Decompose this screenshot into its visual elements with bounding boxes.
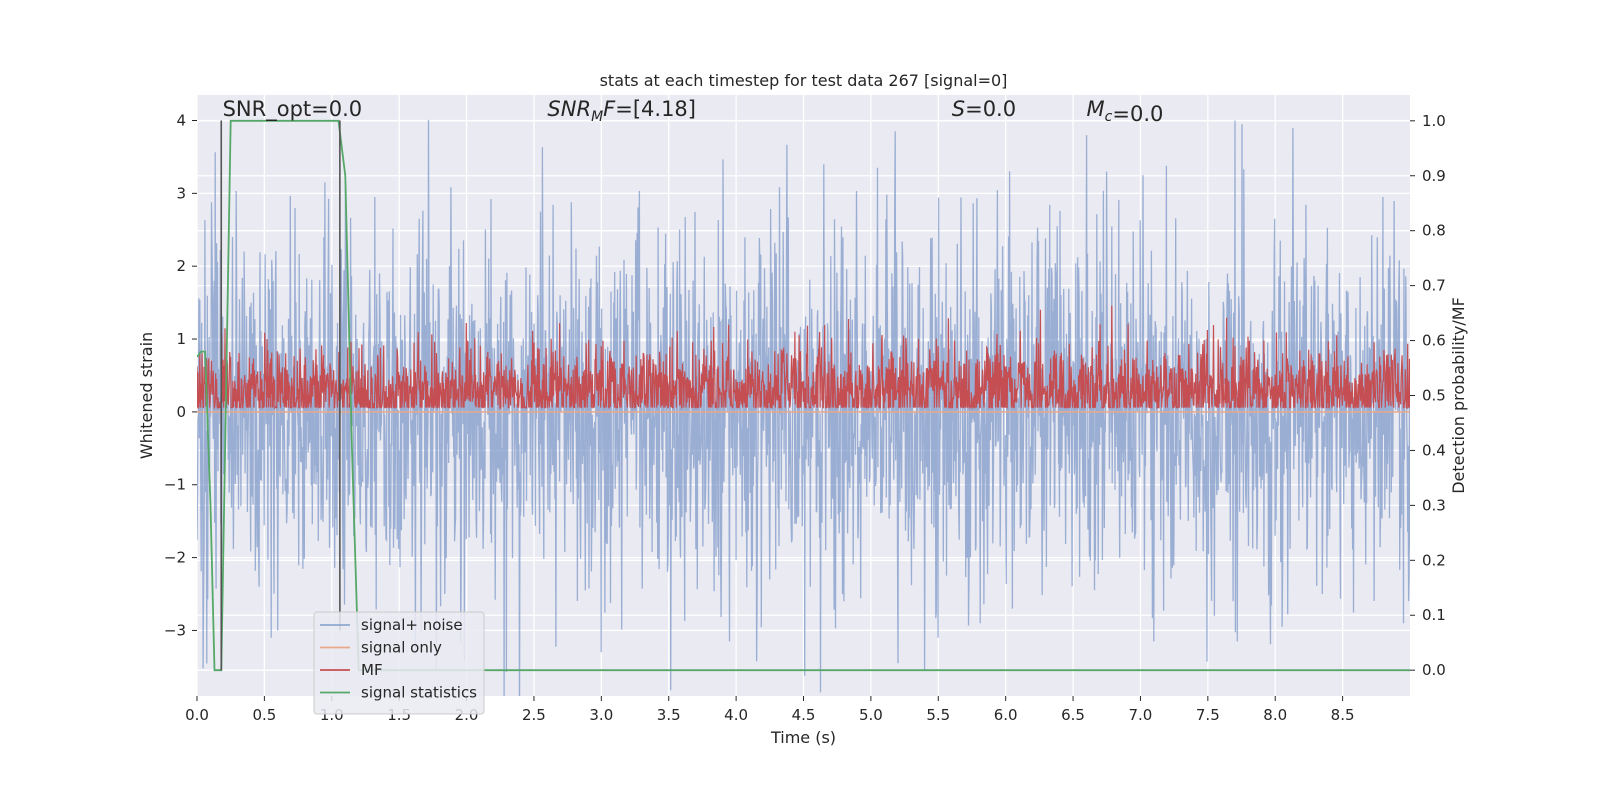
x-tick-label: 3.5	[657, 706, 681, 724]
x-tick-label: 0.5	[252, 706, 276, 724]
annotation-text: S=0.0	[952, 97, 1016, 121]
y2-tick-label: 0.3	[1422, 496, 1446, 514]
x-tick-label: 7.5	[1196, 706, 1220, 724]
annotations: SNR_opt=0.0 SNRMF=[4.18] S=0.0 Mc=0.0	[223, 97, 1164, 126]
y2-tick-label: 0.2	[1422, 551, 1446, 569]
legend-label: signal statistics	[361, 684, 477, 702]
x-tick-label: 0.0	[185, 706, 209, 724]
x-tick-label: 5.0	[859, 706, 883, 724]
y2-tick-label: 0.9	[1422, 167, 1446, 185]
y-tick-label: 4	[176, 111, 186, 129]
y-tick-label: 0	[176, 403, 186, 421]
x-tick-label: 5.5	[926, 706, 950, 724]
series-line-2	[197, 305, 1410, 410]
y2-tick-label: 0.6	[1422, 332, 1446, 350]
y2-tick-label: 0.5	[1422, 387, 1446, 405]
y-tick-label: 3	[176, 184, 186, 202]
x-tick-label: 6.5	[1061, 706, 1085, 724]
x-tick-label: 2.5	[522, 706, 546, 724]
y2-tick-label: 0.1	[1422, 606, 1446, 624]
x-tick-label: 7.0	[1129, 706, 1153, 724]
x-tick-label: 4.5	[792, 706, 816, 724]
y2-tick-label: 0.8	[1422, 222, 1446, 240]
legend-box	[313, 611, 485, 715]
y2-axis-label: Detection probability/MF	[1449, 297, 1468, 494]
y2-tick-label: 0.4	[1422, 441, 1446, 459]
y-tick-label: 1	[176, 330, 186, 348]
legend-label: signal+ noise	[361, 616, 463, 634]
series-line-3	[197, 119, 1410, 672]
y2-tick-label: 1.0	[1422, 112, 1446, 130]
ticks: 0.0 0.5 1.0 1.5 2.0 2.5 3.0 3.5 4.0 4.5 5.0 5.5 6.0 6…	[164, 111, 1446, 724]
y-tick-label: −3	[164, 621, 186, 639]
y2-tick-label: 0.7	[1422, 277, 1446, 295]
annotation-text: SNRMF=[4.18]	[547, 97, 696, 125]
series-line-0	[197, 119, 1410, 696]
annotation-text: SNR_opt=0.0	[223, 97, 363, 122]
legend-label: signal only	[361, 639, 442, 657]
legend-label: MF	[361, 661, 383, 679]
x-axis-label: Time (s)	[770, 728, 836, 747]
x-tick-label: 4.0	[724, 706, 748, 724]
legend: signal+ noise signal only MF signal statist…	[313, 611, 485, 715]
x-tick-label: 8.0	[1263, 706, 1287, 724]
chart-title: stats at each timestep for test data 267…	[600, 71, 1008, 90]
y-tick-label: −2	[164, 549, 186, 567]
x-tick-label: 3.0	[589, 706, 613, 724]
y-tick-label: 2	[176, 257, 186, 275]
x-tick-label: 6.0	[994, 706, 1018, 724]
x-tick-label: 8.5	[1331, 706, 1355, 724]
y-tick-label: −1	[164, 476, 186, 494]
y-axis-label: Whitened strain	[137, 332, 156, 459]
series-layer	[197, 119, 1410, 696]
y2-tick-label: 0.0	[1422, 661, 1446, 679]
annotation-text: Mc=0.0	[1087, 97, 1164, 126]
